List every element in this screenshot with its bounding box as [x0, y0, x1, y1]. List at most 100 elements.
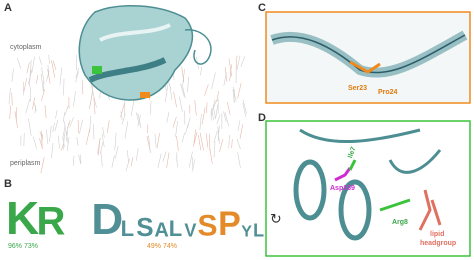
logo-letter: L — [253, 220, 264, 240]
lipid-tail — [164, 84, 169, 103]
residue-label: Ile7 — [347, 146, 358, 159]
periplasm-label: periplasm — [10, 160, 41, 167]
lipid-tail — [47, 68, 51, 84]
protein — [78, 5, 212, 101]
lipid-tail — [179, 96, 183, 112]
lipid-tail — [228, 135, 230, 149]
lipid-tail — [240, 56, 245, 67]
lipid-tail — [121, 113, 126, 125]
lipid-tail — [25, 98, 31, 113]
lipid-tail — [181, 132, 185, 143]
lipid-tail — [176, 136, 179, 152]
lipid-tail — [215, 104, 219, 119]
panel-frame — [265, 120, 471, 257]
lipid-tail — [111, 155, 115, 168]
sequence-logo: KRDLSALVSPYLVLVK — [6, 192, 309, 244]
lipid-tail — [54, 120, 59, 132]
lipid-tail — [236, 55, 241, 70]
logo-letter: L — [169, 216, 182, 241]
lipid-tail — [173, 91, 177, 108]
lipid-tail — [85, 128, 91, 146]
lipid-tail — [166, 152, 170, 169]
lipid-tail — [217, 125, 220, 141]
lipid-tail — [172, 116, 177, 128]
lipid-tail — [137, 113, 142, 129]
lipid-tail — [62, 136, 65, 147]
lipid-tail — [41, 89, 45, 101]
lipid-tail — [51, 60, 56, 79]
lipid-tail — [201, 107, 206, 125]
logo-letter: K — [6, 192, 39, 244]
lipid-tail — [242, 102, 247, 117]
lipid-tail — [63, 112, 65, 123]
residue-label: Arg8 — [392, 219, 408, 226]
lipid-tail — [120, 111, 123, 121]
lipid-tail — [199, 66, 203, 76]
lipid-tail — [232, 89, 235, 104]
lipid-tail — [188, 151, 193, 168]
panel-label: D — [258, 112, 266, 124]
lipid-tail — [237, 152, 241, 168]
lipid-tail — [79, 119, 84, 135]
lipid-tail — [148, 135, 151, 152]
lipid-tail — [199, 113, 202, 131]
conservation-label: 96% 73% — [8, 243, 38, 250]
lipid-tail — [31, 56, 35, 73]
lipid-tail — [135, 112, 140, 126]
lipid-tail — [209, 133, 211, 152]
panel-label: C — [258, 2, 266, 14]
lipid-tail — [236, 138, 241, 150]
lipid-tail — [17, 58, 22, 69]
lipid-tail — [89, 88, 94, 106]
lipid-tail — [33, 102, 37, 112]
logo-letter: S — [198, 209, 218, 242]
rotation-icon: ↻ — [270, 211, 282, 227]
lipid-tail — [156, 133, 160, 149]
lipid-tail — [157, 153, 162, 168]
lipid-tail — [73, 91, 76, 107]
lipid-tail — [187, 117, 191, 128]
lipid-tail — [63, 78, 65, 96]
lipid-label: headgroup — [420, 240, 456, 247]
lipid-tail — [210, 107, 214, 121]
lipid-tail — [193, 132, 198, 147]
lipid-tail — [149, 101, 152, 115]
lipid-tail — [210, 99, 216, 116]
lipid-tail — [180, 83, 185, 97]
lipid-tail — [217, 126, 220, 144]
lipid-tail — [52, 60, 57, 70]
lipid-tail — [75, 71, 79, 83]
lipid-tail — [92, 91, 97, 108]
lipid-tail — [28, 118, 32, 136]
panel-label: A — [4, 2, 12, 14]
lipid-tail — [78, 154, 81, 164]
lipid-tail — [126, 150, 129, 163]
lipid-tail — [26, 62, 30, 74]
lipid-tail — [32, 97, 35, 110]
lipid-tail — [130, 99, 135, 117]
lipid-tail — [169, 83, 173, 100]
panel-label: B — [4, 178, 12, 190]
lipid-tail — [182, 68, 185, 85]
residue-label: Ser23 — [348, 85, 367, 92]
lipid-tail — [66, 123, 69, 142]
logo-letter: D — [91, 195, 123, 244]
lipid-tail — [106, 120, 110, 133]
lipid-tail — [40, 157, 45, 174]
lipid-tail — [64, 105, 69, 116]
lipid-tail — [194, 99, 197, 116]
membrane — [8, 54, 247, 174]
lipid-tail — [199, 132, 204, 151]
lipid-tail — [11, 68, 14, 82]
lipid-tail — [8, 88, 11, 105]
lipid-tail — [224, 67, 228, 83]
lipid-tail — [55, 110, 58, 119]
lipid-tail — [101, 133, 105, 147]
residue-label: Asp169 — [330, 185, 355, 192]
lipid-tail — [76, 136, 79, 146]
lipid-tail — [239, 124, 244, 140]
lipid-tail — [41, 133, 44, 143]
lipid-tail — [175, 121, 178, 137]
lipid-tail — [211, 72, 216, 90]
